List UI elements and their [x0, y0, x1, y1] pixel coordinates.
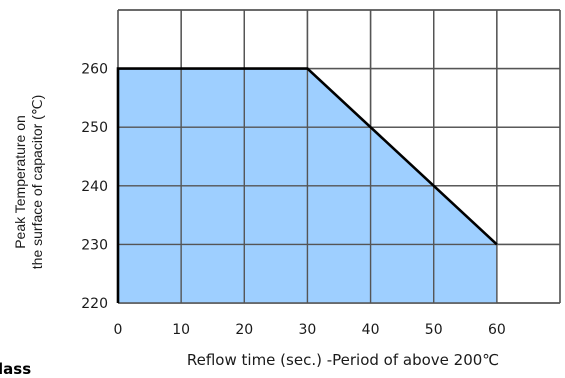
y-tick-label: 240: [81, 179, 108, 195]
x-tick-label: 10: [172, 322, 190, 338]
boundary-line: [116, 67, 498, 303]
y-tick-label: 250: [81, 120, 108, 136]
y-tick-label: 220: [81, 296, 108, 312]
y-tick-labels: 220 230 240 250 260: [81, 62, 108, 312]
y-tick-label: 230: [81, 237, 108, 253]
x-tick-labels: 0 10 20 30 40 50 60: [114, 322, 506, 338]
x-axis-label: Reflow time (sec.) -Period of above 200℃: [187, 351, 499, 369]
y-axis-label-line-2: the surface of capacitor (℃): [29, 95, 45, 269]
x-tick-label: 50: [425, 322, 443, 338]
x-tick-label: 20: [235, 322, 253, 338]
x-tick-label: 40: [362, 322, 380, 338]
x-tick-label: 0: [114, 322, 123, 338]
grid-overlay: [117, 9, 561, 304]
x-tick-label: 60: [488, 322, 506, 338]
y-axis-label: Peak Temperature on the surface of capac…: [12, 95, 45, 269]
y-axis-label-line-1: Peak Temperature on: [12, 115, 28, 249]
stray-text: lass: [0, 360, 32, 378]
x-tick-label: 30: [299, 322, 317, 338]
y-tick-label: 260: [81, 62, 108, 78]
